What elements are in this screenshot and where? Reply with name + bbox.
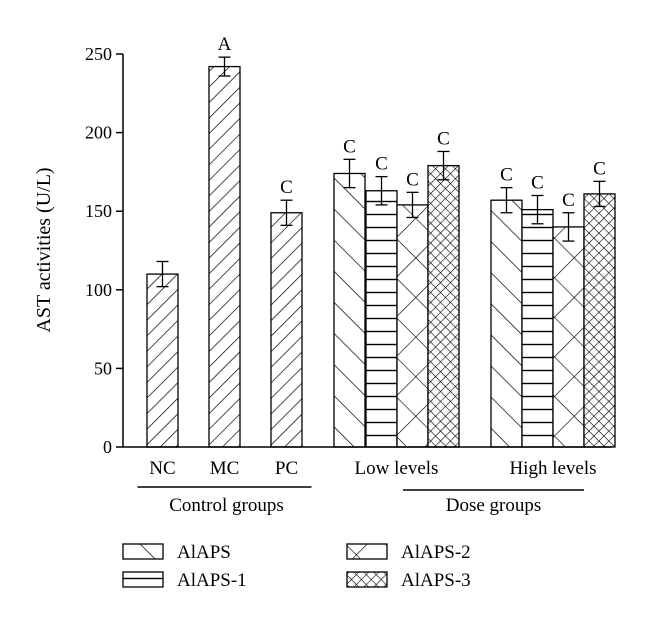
bar-low-levels-alaps-2 xyxy=(396,204,429,448)
y-tick-label: 150 xyxy=(85,201,112,221)
bar-high-levels-alaps-2 xyxy=(552,226,585,448)
significance-label: C xyxy=(375,154,388,175)
legend: AlAPS AlAPS-1 AlAPS-2 AlAPS-3 xyxy=(122,542,471,591)
x-axis: NC MC PC Low levels High levels Control group… xyxy=(123,446,612,516)
legend-swatch xyxy=(122,543,164,560)
significance-label: C xyxy=(406,169,419,190)
bar-pc-pc xyxy=(270,212,303,448)
legend-label: AlAPS-2 xyxy=(401,542,471,563)
bar-low-levels-alaps xyxy=(333,172,366,448)
bar-high-levels-alaps xyxy=(490,199,523,448)
significance-label: C xyxy=(343,136,356,157)
significance-label: C xyxy=(531,172,544,193)
legend-label: AlAPS-3 xyxy=(401,570,471,591)
x-tick-label: NC xyxy=(149,458,175,479)
significance-label: C xyxy=(500,165,513,186)
x-tick-label: High levels xyxy=(509,458,596,479)
group-label-dose: Dose groups xyxy=(446,495,542,516)
y-tick-label: 250 xyxy=(85,44,112,64)
significance-label: C xyxy=(562,190,575,211)
y-axis-label: AST activities (U/L) xyxy=(33,167,55,332)
y-tick-label: 200 xyxy=(85,123,112,143)
x-tick-label: PC xyxy=(275,458,298,479)
group-label-control: Control groups xyxy=(169,495,284,516)
bar-low-levels-alaps-1 xyxy=(365,190,398,448)
legend-item-alaps-2: AlAPS-2 xyxy=(346,542,471,563)
y-tick-label: 0 xyxy=(103,437,112,457)
legend-swatch xyxy=(346,571,388,588)
significance-label: C xyxy=(593,158,606,179)
legend-item-alaps-1: AlAPS-1 xyxy=(122,570,247,591)
y-tick-label: 100 xyxy=(85,280,112,300)
legend-item-alaps: AlAPS xyxy=(122,542,231,563)
legend-label: AlAPS-1 xyxy=(177,570,247,591)
bar-mc-mc xyxy=(208,65,241,448)
significance-label: C xyxy=(280,177,293,198)
legend-label: AlAPS xyxy=(177,542,231,563)
y-axis: 0 50 100 150 200 250 xyxy=(85,44,124,457)
x-tick-label: Low levels xyxy=(355,458,439,479)
bar-nc-nc xyxy=(146,273,179,448)
y-tick-label: 50 xyxy=(94,358,112,378)
bar-high-levels-alaps-3 xyxy=(583,193,616,448)
bar-low-levels-alaps-3 xyxy=(427,164,460,448)
legend-swatch xyxy=(346,543,388,560)
bar-high-levels-alaps-1 xyxy=(521,208,554,448)
significance-label: C xyxy=(437,128,450,149)
significance-label: A xyxy=(218,34,232,55)
legend-item-alaps-3: AlAPS-3 xyxy=(346,570,471,591)
legend-swatch xyxy=(122,571,164,588)
x-tick-label: MC xyxy=(210,458,240,479)
